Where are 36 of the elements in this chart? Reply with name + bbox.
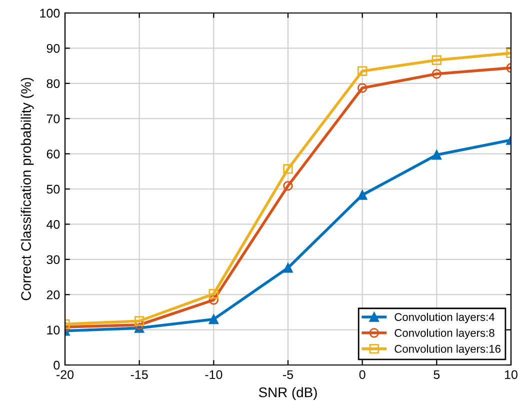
point [357,66,368,76]
y-tick-label: 40 [46,220,60,229]
y-tick-label: 70 [46,114,60,124]
y-tick-label: 100 [40,8,60,18]
x-tick-label: 5 [434,370,440,380]
y-tick-label: 80 [46,79,60,88]
x-tick-label: 10 [505,370,518,380]
y-tick-label: 10 [47,326,60,334]
y-axis-title: Correct Classification probability (%) [20,78,34,300]
y-tick-label: 20 [46,290,60,300]
legend-label: Convolution layers:8 [394,328,494,340]
point [357,190,368,200]
x-axis-title: SNR (dB) [258,387,317,400]
x-tick-label: -5 [283,370,294,380]
x-tick-label: -15 [130,370,148,380]
point [283,262,293,273]
y-tick-label: 60 [46,150,60,158]
point [208,314,219,324]
point [432,150,442,160]
x-tick-label: 0 [359,370,366,380]
point [283,164,293,174]
point [432,55,442,66]
point [208,295,219,305]
y-tick-label: 30 [46,255,60,264]
y-tick-label: 90 [46,44,60,53]
x-tick-label: -10 [205,370,222,380]
y-tick-label: 0 [54,360,60,370]
legend-label: Convolution layers:4 [394,312,494,324]
x-tick-label: -20 [56,370,74,380]
legend-label: Convolution layers:16 [394,344,501,355]
point [134,316,144,326]
point [432,69,442,79]
point [283,180,293,191]
point [208,289,219,299]
point [357,83,368,93]
y-tick-label: 50 [46,184,60,194]
